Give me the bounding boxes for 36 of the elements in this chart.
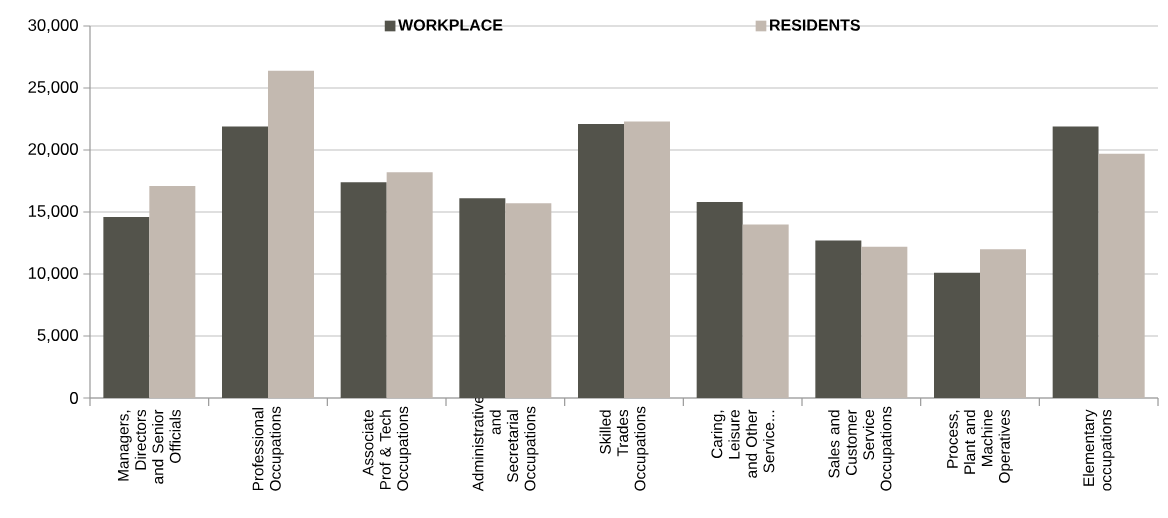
x-tick-label: Elementary occupations <box>1082 409 1115 491</box>
y-tick-label: 30,000 <box>28 19 78 33</box>
y-tick-label: 15,000 <box>28 205 78 219</box>
bar <box>268 70 314 398</box>
bar <box>696 202 743 398</box>
bar <box>578 123 625 398</box>
bar <box>222 126 268 398</box>
legend-label: WORKPLACE <box>398 19 503 31</box>
bar <box>340 182 387 398</box>
x-tick-label: Associate Prof & Tech Occupations <box>362 406 412 491</box>
x-tick-label: Professional Occupations <box>252 406 284 491</box>
y-tick-label: 20,000 <box>28 143 78 157</box>
bar <box>505 203 552 398</box>
x-tick-label: Administrative and Secretarial Occupations <box>472 395 539 492</box>
bar <box>459 198 506 398</box>
legend-label: RESIDENTS <box>770 19 860 31</box>
x-tick-label: Skilled Trades Occupations <box>599 406 649 491</box>
bar <box>386 172 433 398</box>
bar <box>149 185 196 398</box>
bar <box>1098 153 1145 398</box>
bar <box>861 246 908 398</box>
bar <box>934 272 981 398</box>
bar <box>815 240 862 398</box>
x-tick-label: Managers, Directors and Senior Officials <box>117 409 181 484</box>
y-tick-label: 25,000 <box>28 81 78 95</box>
bar <box>1052 126 1099 398</box>
bar <box>980 249 1027 398</box>
bar <box>103 216 150 398</box>
bar <box>742 224 789 398</box>
x-tick-label: Sales and Customer Service Occupations <box>828 406 895 491</box>
y-tick-label: 5,000 <box>37 329 78 343</box>
y-tick-label: 10,000 <box>28 267 78 281</box>
bar <box>624 121 671 398</box>
x-tick-label: Process, Plant and Machine Operatives <box>947 409 1013 483</box>
y-tick-label: 0 <box>70 392 78 404</box>
x-tick-label: Caring, Leisure and Other Service... <box>711 409 775 478</box>
